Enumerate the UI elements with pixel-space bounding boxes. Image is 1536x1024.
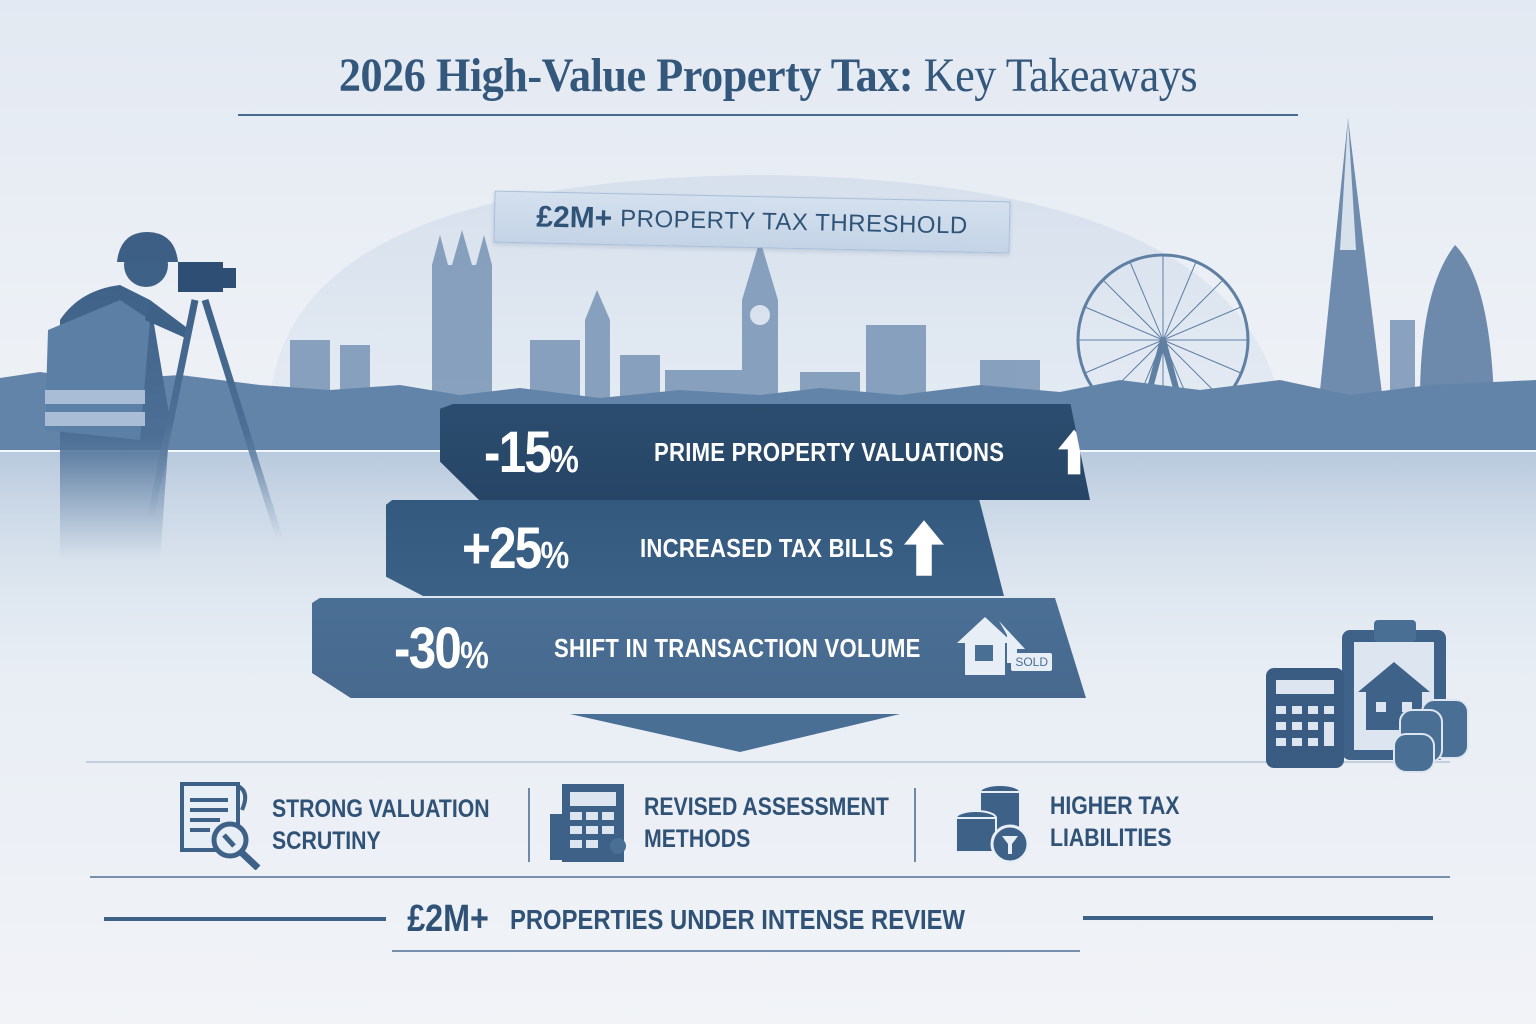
stat-bar-transaction-volume: -30% SHIFT IN TRANSACTION VOLUME SOLD bbox=[312, 598, 1086, 698]
footer-label: PROPERTIES UNDER INTENSE REVIEW bbox=[510, 903, 966, 935]
footer-top-rule bbox=[90, 876, 1450, 878]
feature-divider bbox=[914, 788, 916, 862]
feature-valuation-scrutiny: STRONG VALUATION SCRUTINY bbox=[180, 780, 528, 870]
stat-bar-valuations: -15% PRIME PROPERTY VALUATIONS bbox=[440, 404, 1090, 500]
house-sold-icon: SOLD bbox=[955, 613, 1065, 683]
page-title: 2026 High-Value Property Tax: Key Takeaw… bbox=[61, 48, 1474, 103]
arrow-up-icon bbox=[904, 520, 945, 576]
stat-bar-tax-bills: +25% INCREASED TAX BILLS bbox=[386, 500, 1004, 596]
feature-divider bbox=[528, 788, 530, 862]
stat-value: -30% bbox=[394, 615, 489, 681]
title-light: Key Takeaways bbox=[923, 49, 1198, 102]
threshold-amount: £2M+ bbox=[535, 200, 613, 236]
title-main: 2026 High-Value Property Tax: bbox=[338, 49, 914, 102]
stat-label: INCREASED TAX BILLS bbox=[640, 532, 894, 563]
stat-value: -15% bbox=[484, 419, 579, 485]
feature-tax-liabilities: HIGHER TAX LIABILITIES bbox=[950, 780, 1202, 864]
footer-callout: £2M+ PROPERTIES UNDER INTENSE REVIEW bbox=[400, 898, 1045, 941]
feature-label: REVISED ASSESSMENT METHODS bbox=[644, 793, 889, 853]
threshold-banner: £2M+ PROPERTY TAX THRESHOLD bbox=[493, 190, 1011, 254]
sold-badge: SOLD bbox=[1011, 653, 1052, 671]
footer-bottom-rule bbox=[392, 950, 1080, 952]
title-divider bbox=[238, 114, 1298, 116]
stat-label: PRIME PROPERTY VALUATIONS bbox=[653, 436, 1005, 467]
feature-label: HIGHER TAX LIABILITIES bbox=[1050, 792, 1180, 852]
feature-assessment-methods: REVISED ASSESSMENT METHODS bbox=[548, 780, 932, 866]
document-magnifier-icon bbox=[180, 782, 261, 870]
footer-left-rule bbox=[104, 917, 386, 921]
surveyor-figure bbox=[45, 232, 284, 560]
footer-right-rule bbox=[1083, 916, 1433, 920]
stat-label: SHIFT IN TRANSACTION VOLUME bbox=[554, 632, 921, 663]
feature-label: STRONG VALUATION SCRUTINY bbox=[272, 795, 490, 855]
calculator-clipboard-coins-icon bbox=[1266, 620, 1469, 773]
footer-amount: £2M+ bbox=[407, 898, 489, 940]
stat-value: +25% bbox=[462, 515, 569, 581]
coin-stack-icon bbox=[955, 784, 1030, 864]
building-calculator-icon bbox=[550, 784, 626, 862]
threshold-label: PROPERTY TAX THRESHOLD bbox=[619, 205, 968, 240]
